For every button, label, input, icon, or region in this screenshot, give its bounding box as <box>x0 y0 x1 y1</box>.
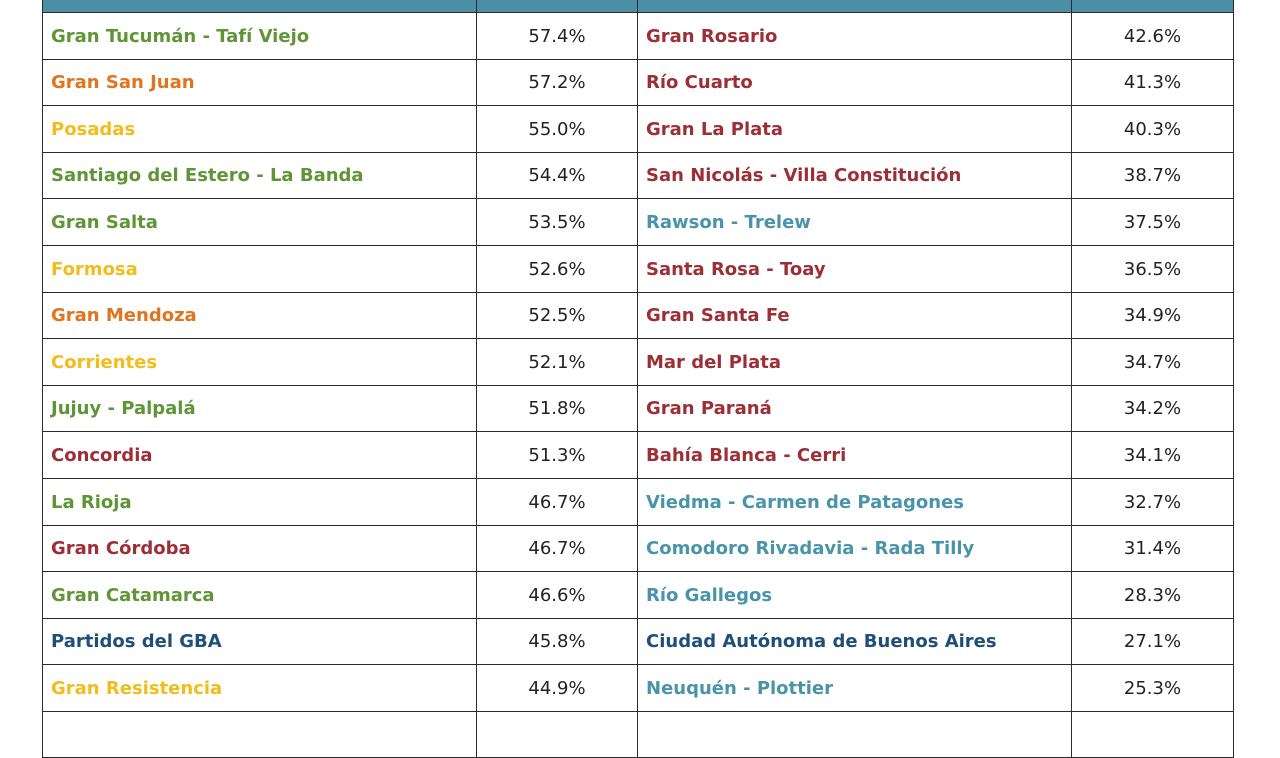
percentage: 38.7% <box>1071 151 1234 200</box>
region-name: Santiago del Estero - La Banda <box>42 151 477 200</box>
region-name: Corrientes <box>42 338 477 387</box>
percentage: 45.8% <box>476 617 638 666</box>
percentage: 46.6% <box>476 571 638 620</box>
region-name: Gran Catamarca <box>42 571 477 620</box>
empty-cell <box>42 711 477 758</box>
percentage: 34.7% <box>1071 338 1234 387</box>
percentage: 52.6% <box>476 245 638 294</box>
percentage: 41.3% <box>1071 58 1234 107</box>
percentage: 52.1% <box>476 338 638 387</box>
percentage: 44.9% <box>476 664 638 713</box>
percentage: 34.2% <box>1071 384 1234 433</box>
region-name: Gran La Plata <box>637 105 1072 154</box>
percentage: 51.8% <box>476 384 638 433</box>
region-name: Gran Santa Fe <box>637 291 1072 340</box>
percentage: 25.3% <box>1071 664 1234 713</box>
percentage: 34.1% <box>1071 431 1234 480</box>
region-name: Rawson - Trelew <box>637 198 1072 247</box>
region-name: San Nicolás - Villa Constitución <box>637 151 1072 200</box>
region-name: Santa Rosa - Toay <box>637 245 1072 294</box>
percentage: 42.6% <box>1071 12 1234 61</box>
region-name: La Rioja <box>42 478 477 527</box>
empty-cell <box>476 711 638 758</box>
percentage: 54.4% <box>476 151 638 200</box>
region-name: Ciudad Autónoma de Buenos Aires <box>637 617 1072 666</box>
page: Gran Tucumán - Tafí Viejo 57.4% Gran Rosar… <box>42 0 1234 758</box>
region-name: Gran Córdoba <box>42 524 477 573</box>
percentage: 27.1% <box>1071 617 1234 666</box>
region-name: Comodoro Rivadavia - Rada Tilly <box>637 524 1072 573</box>
percentage: 55.0% <box>476 105 638 154</box>
percentage: 40.3% <box>1071 105 1234 154</box>
region-name: Viedma - Carmen de Patagones <box>637 478 1072 527</box>
region-name: Gran Paraná <box>637 384 1072 433</box>
percentage: 51.3% <box>476 431 638 480</box>
percentage: 46.7% <box>476 524 638 573</box>
percentage: 57.2% <box>476 58 638 107</box>
percentage: 34.9% <box>1071 291 1234 340</box>
region-name: Gran Salta <box>42 198 477 247</box>
region-name: Gran Tucumán - Tafí Viejo <box>42 12 477 61</box>
empty-cell <box>637 711 1072 758</box>
region-name: Bahía Blanca - Cerri <box>637 431 1072 480</box>
region-name: Neuquén - Plottier <box>637 664 1072 713</box>
percentage: 46.7% <box>476 478 638 527</box>
percentage: 31.4% <box>1071 524 1234 573</box>
region-name: Gran Resistencia <box>42 664 477 713</box>
percentage: 36.5% <box>1071 245 1234 294</box>
percentage: 52.5% <box>476 291 638 340</box>
region-name: Gran Mendoza <box>42 291 477 340</box>
percentage: 57.4% <box>476 12 638 61</box>
region-name: Partidos del GBA <box>42 617 477 666</box>
region-name: Río Gallegos <box>637 571 1072 620</box>
percentage: 32.7% <box>1071 478 1234 527</box>
region-name: Formosa <box>42 245 477 294</box>
percentage: 28.3% <box>1071 571 1234 620</box>
region-name: Gran San Juan <box>42 58 477 107</box>
region-name: Mar del Plata <box>637 338 1072 387</box>
region-name: Jujuy - Palpalá <box>42 384 477 433</box>
percentage: 37.5% <box>1071 198 1234 247</box>
percentage: 53.5% <box>476 198 638 247</box>
region-name: Concordia <box>42 431 477 480</box>
empty-cell <box>1071 711 1234 758</box>
region-name: Posadas <box>42 105 477 154</box>
region-name: Gran Rosario <box>637 12 1072 61</box>
region-name: Río Cuarto <box>637 58 1072 107</box>
